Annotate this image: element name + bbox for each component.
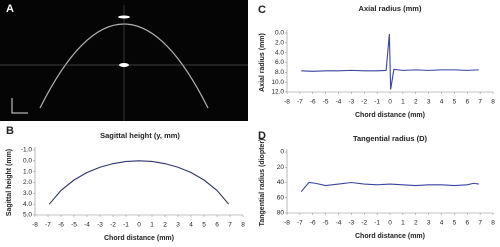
panel-label: C (258, 4, 266, 16)
x-tick-label: -8 (284, 99, 290, 106)
x-tick-label: -5 (71, 222, 77, 229)
y-tick-label: 40 (277, 179, 285, 186)
x-tick-label: -3 (97, 222, 103, 229)
x-tick-label: -7 (45, 222, 51, 229)
x-tick-label: -5 (323, 220, 329, 227)
oct-image: A (0, 0, 248, 121)
x-tick-label: 2 (414, 99, 418, 106)
y-tick-label: 4.0 (23, 201, 32, 208)
panel-label: B (6, 125, 14, 137)
x-tick-label: 5 (202, 222, 206, 229)
x-tick-label: 8 (491, 220, 495, 227)
x-tick-label: -5 (323, 99, 329, 106)
x-tick-label: -7 (297, 99, 303, 106)
y-axis-title: Sagittal height (mm) (6, 149, 13, 216)
y-tick-label: 80 (277, 210, 285, 217)
x-tick-label: -1 (374, 220, 380, 227)
x-tick-label: -1 (374, 99, 380, 106)
y-tick-label: 20 (277, 164, 285, 171)
y-tick-label: 5.0 (23, 212, 32, 219)
x-tick-label: 4 (440, 99, 444, 106)
x-tick-label: 1 (150, 222, 154, 229)
x-tick-label: 4 (189, 222, 193, 229)
y-tick-label: 2.0 (275, 40, 284, 47)
x-tick-label: 8 (241, 222, 245, 229)
y-tick-label: 0.0 (275, 30, 284, 37)
x-tick-label: 2 (414, 220, 418, 227)
x-tick-label: 5 (453, 220, 457, 227)
x-tick-label: 7 (478, 220, 482, 227)
y-tick-label: 8.0 (275, 69, 284, 76)
x-tick-label: 0 (137, 222, 141, 229)
y-tick-label: 1.0 (23, 168, 32, 175)
y-tick-label: 3.0 (23, 190, 32, 197)
x-tick-label: 1 (401, 99, 405, 106)
x-tick-label: 6 (465, 99, 469, 106)
x-tick-label: -6 (310, 220, 316, 227)
x-tick-label: -2 (110, 222, 116, 229)
x-tick-label: 7 (228, 222, 232, 229)
chart-title: Sagittal height (y, mm) (100, 131, 180, 140)
x-tick-label: -6 (310, 99, 316, 106)
x-tick-label: -2 (361, 99, 367, 106)
x-tick-label: 3 (427, 220, 431, 227)
x-tick-label: 3 (427, 99, 431, 106)
x-tick-label: -4 (84, 222, 90, 229)
x-tick-label: 3 (176, 222, 180, 229)
x-tick-label: -7 (297, 220, 303, 227)
chart-title: Axial radius (mm) (359, 4, 422, 13)
y-tick-label: 0 (280, 149, 284, 156)
y-tick-label: 6.0 (275, 59, 284, 66)
x-tick-label: -3 (348, 220, 354, 227)
panel-label: A (6, 3, 14, 15)
x-tick-label: 7 (478, 99, 482, 106)
x-tick-label: 0 (388, 220, 392, 227)
y-tick-label: 12.0 (271, 89, 284, 96)
data-line (300, 181, 479, 193)
x-tick-label: -3 (348, 99, 354, 106)
y-tick-label: 60 (277, 194, 285, 201)
x-tick-label: 8 (491, 99, 495, 106)
panel-label: D (258, 130, 266, 142)
x-tick-label: 1 (401, 220, 405, 227)
y-tick-label: -1.0 (21, 147, 33, 154)
x-tick-label: 4 (440, 220, 444, 227)
x-tick-label: 6 (465, 220, 469, 227)
x-tick-label: -4 (336, 220, 342, 227)
y-axis-title: Axial radius (mm) (259, 33, 266, 92)
x-axis-title: Chord distance (mm) (355, 112, 425, 119)
x-tick-label: 2 (163, 222, 167, 229)
x-tick-label: -2 (361, 220, 367, 227)
x-tick-label: -8 (32, 222, 38, 229)
x-tick-label: -8 (284, 220, 290, 227)
x-tick-label: 5 (453, 99, 457, 106)
x-tick-label: 6 (215, 222, 219, 229)
x-axis-title: Chord distance (mm) (355, 233, 425, 240)
y-tick-label: 10.0 (271, 79, 284, 86)
x-tick-label: -4 (336, 99, 342, 106)
chart-title: Tangential radius (D) (353, 134, 428, 143)
y-tick-label: 0.0 (23, 158, 32, 165)
y-axis-title: Tangential radius (diopter) (259, 139, 266, 227)
data-line (48, 160, 230, 205)
x-axis-title: Chord distance (mm) (104, 235, 174, 242)
x-tick-label: -1 (123, 222, 129, 229)
data-line (301, 33, 479, 90)
y-tick-label: 4.0 (275, 49, 284, 56)
x-tick-label: 0 (388, 99, 392, 106)
x-tick-label: -6 (58, 222, 64, 229)
y-tick-label: 2.0 (23, 179, 32, 186)
